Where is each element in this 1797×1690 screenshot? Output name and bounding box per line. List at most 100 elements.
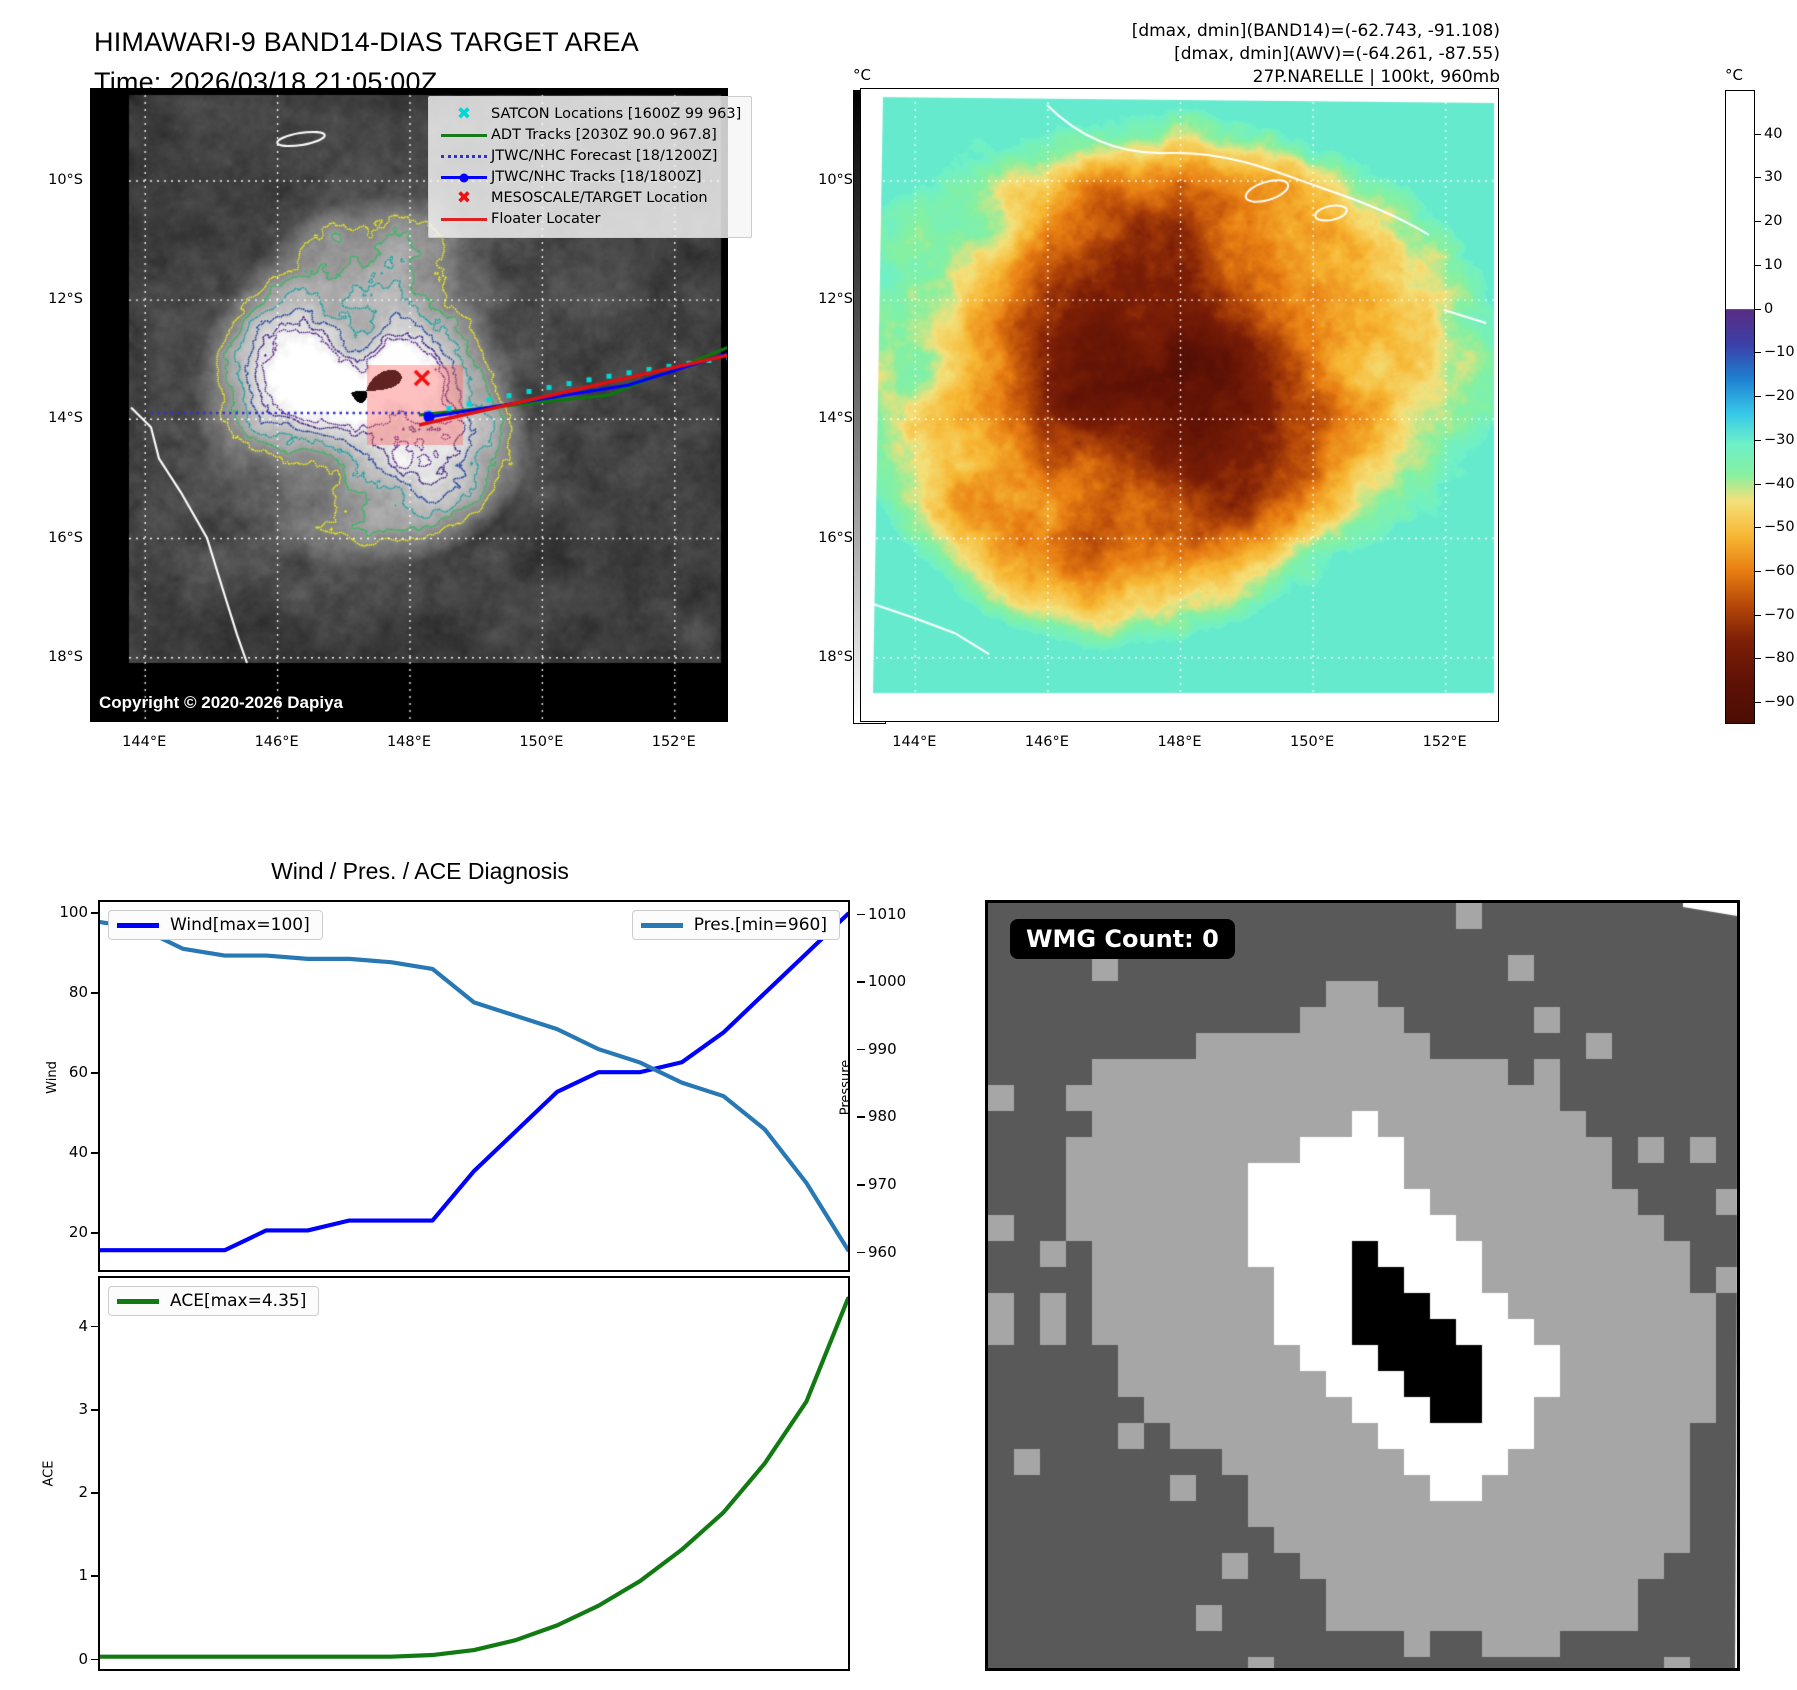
longitude-tick: 146°E [1024,734,1069,750]
colorbar-tick: 20 [1755,213,1782,229]
y-axis-tick: 0 [78,1649,99,1668]
legend-row: ✖ MESOSCALE/TARGET Location [437,188,741,209]
line-with-dot-icon [441,176,487,179]
legend-row: JTWC/NHC Tracks [18/1800Z] [437,167,741,188]
cross-marker-icon: ✖ [456,104,472,124]
series-line [97,911,851,1253]
y2-axis-tick: 960 [857,1242,897,1261]
wind-axis-label: Wind [44,1061,60,1094]
colorbar-tick: −50 [1755,519,1795,535]
legend-row: ✖ SATCON Locations [1600Z 99 963] [437,104,741,125]
ace-legend-swatch [117,1298,159,1304]
awv-colorbar-gradient [1725,90,1755,724]
legend-row: Floater Locater [437,209,741,230]
wind-plot-frame [97,900,851,1272]
title-line-1: HIMAWARI-9 BAND14-DIAS TARGET AREA [94,27,639,57]
y-axis-tick: 80 [68,983,100,1001]
ace-chart[interactable]: 0 1 2 3 4 ACE ACE[max=4.35] [41,1276,851,1671]
awv-satellite-image [861,89,1498,721]
ir-colorbar-unit: °C [853,66,871,84]
latitude-tick: 16°S [818,529,853,546]
wmg-panel[interactable]: WMG Count: 0 [985,900,1740,1671]
y-axis-tick: 2 [78,1483,99,1502]
longitude-tick: 148°E [386,734,432,750]
longitude-tick: 152°E [1422,734,1467,750]
latitude-tick: 16°S [48,529,83,546]
cross-marker-icon: ✖ [456,188,472,208]
legend-key: ✖ [437,106,491,123]
wind-legend-swatch [117,922,159,928]
awv-map-panel[interactable]: 10°S 12°S 14°S 16°S 18°S 144°E 146°E 148°E 150°… [818,88,1499,750]
legend-label: ADT Tracks [2030Z 90.0 967.8] [491,127,717,143]
awv-map-frame[interactable] [860,88,1499,722]
latitude-tick: 14°S [818,410,853,427]
y-axis-tick: 100 [59,903,99,921]
y2-axis-tick: 1010 [856,904,907,923]
series-line [97,1296,851,1659]
legend-row: ADT Tracks [2030Z 90.0 967.8] [437,125,741,146]
colorbar-tick: −70 [1755,607,1795,623]
line-icon [441,218,487,221]
longitude-tick: 152°E [651,734,696,750]
colorbar-tick: 40 [1755,126,1782,142]
copyright-notice: Copyright © 2020-2026 Dapiya [99,693,344,712]
y2-axis-tick: 990 [857,1039,897,1058]
dmax-dmin-awv: [dmax, dmin](AWV)=(-64.261, -87.55) [1174,44,1500,64]
series-line [97,919,851,1253]
legend-row: JTWC/NHC Forecast [18/1200Z] [437,146,741,167]
pressure-series-legend: Pres.[min=960] [631,910,840,940]
colorbar-tick: 10 [1755,257,1782,273]
header-info: [dmax, dmin](BAND14)=(-62.743, -91.108) … [1132,20,1500,89]
legend-label: JTWC/NHC Tracks [18/1800Z] [491,169,702,185]
wind-pressure-plot [97,911,851,1253]
longitude-tick: 150°E [519,734,564,750]
longitude-tick: 144°E [122,734,167,750]
ace-axis-label: ACE [41,1460,57,1487]
ir-map-legend: ✖ SATCON Locations [1600Z 99 963] ADT Trac… [428,96,753,238]
y-axis-tick: 4 [78,1316,99,1335]
line-icon [441,134,487,137]
legend-label: MESOSCALE/TARGET Location [491,190,708,206]
ir-map-panel[interactable]: Copyright © 2020-2026 Dapiya 10°S 12°S 14°… [48,88,753,750]
wmg-count-badge: WMG Count: 0 [1010,919,1235,959]
latitude-tick: 10°S [48,171,83,188]
legend-key: ✖ [437,190,491,207]
legend-label: JTWC/NHC Forecast [18/1200Z] [491,148,718,164]
legend-label: SATCON Locations [1600Z 99 963] [491,106,742,122]
y2-axis-tick: 980 [857,1107,897,1126]
colorbar-tick: −90 [1755,694,1795,710]
legend-key [437,155,491,158]
y2-axis-tick: 970 [857,1175,897,1194]
colorbar-tick: −30 [1755,432,1795,448]
wmg-frame[interactable]: WMG Count: 0 [985,900,1740,1671]
pressure-axis-label: Pressure [838,1059,854,1116]
wmg-cloud-mask-image [988,903,1737,1668]
awv-colorbar-unit: °C [1725,66,1743,84]
ace-plot-frame [97,1276,851,1671]
colorbar-tick: 30 [1755,169,1782,185]
legend-key [437,218,491,221]
colorbar-tick: −80 [1755,650,1795,666]
colorbar-tick: −40 [1755,476,1795,492]
wind-legend-label: Wind[max=100] [170,915,310,935]
ace-series-legend: ACE[max=4.35] [108,1286,320,1316]
y-axis-tick: 20 [68,1223,100,1241]
dotted-line-icon [441,155,487,158]
y-axis-tick: 3 [78,1400,99,1419]
latitude-tick: 10°S [818,171,853,188]
latitude-tick: 12°S [48,291,83,308]
dmax-dmin-band14: [dmax, dmin](BAND14)=(-62.743, -91.108) [1131,21,1500,41]
ace-legend-label: ACE[max=4.35] [170,1291,307,1311]
diagnosis-title: Wind / Pres. / ACE Diagnosis [271,858,569,884]
latitude-tick: 18°S [48,648,83,665]
wind-pressure-chart[interactable]: 20 40 60 80 100 960 970 980 990 1000 1010 Wind Pr… [45,900,906,1272]
y2-axis-tick: 1000 [856,972,907,991]
longitude-tick: 150°E [1290,734,1335,750]
pressure-legend-label: Pres.[min=960] [693,915,827,935]
latitude-tick: 14°S [48,410,83,427]
awv-colorbar: °C 40 30 20 10 0 −10 −20 −30 −40 −50 −60 −70 −80 −90 [1725,66,1795,724]
wind-series-legend: Wind[max=100] [108,910,323,940]
latitude-tick: 18°S [818,648,853,665]
colorbar-tick: 0 [1755,301,1773,317]
latitude-tick: 12°S [818,291,853,308]
